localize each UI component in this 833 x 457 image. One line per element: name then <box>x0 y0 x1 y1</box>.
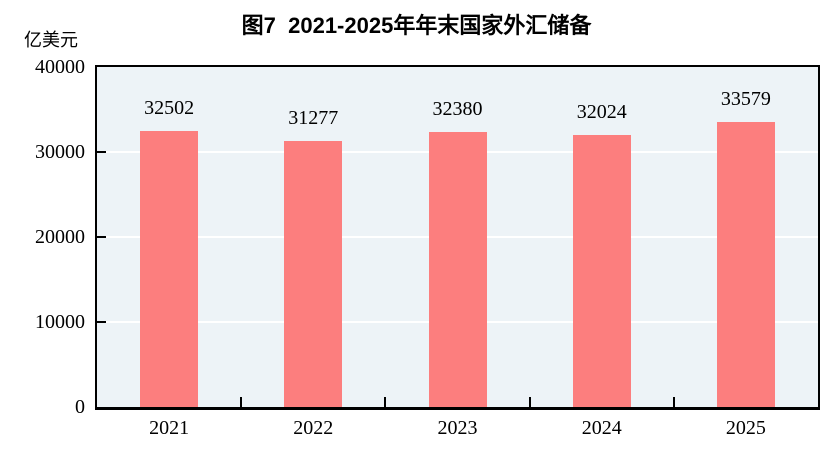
y-axis-tick-label-20000: 20000 <box>35 226 85 248</box>
y-axis-unit-label: 亿美元 <box>24 30 78 50</box>
y-axis-tick-label-30000: 30000 <box>35 141 85 163</box>
bar-value-label-2021: 32502 <box>144 96 195 119</box>
bar-2021 <box>140 130 199 407</box>
bar-2023 <box>428 131 487 407</box>
x-axis-tick-4 <box>672 397 675 407</box>
bar-2025 <box>716 121 775 407</box>
y-axis-tick-label-10000: 10000 <box>35 311 85 333</box>
y-axis-tick-30000 <box>97 151 106 153</box>
x-axis-label-2022: 2022 <box>293 417 334 439</box>
x-axis-label-2021: 2021 <box>149 417 190 439</box>
x-axis-tick-3 <box>528 397 531 407</box>
x-axis-tick-2 <box>384 397 387 407</box>
y-axis-tick-10000 <box>97 321 106 323</box>
y-axis-tick-label-0: 0 <box>75 396 85 418</box>
chart-title: 图7 2021-2025年年末国家外汇储备 <box>241 13 592 38</box>
bar-2022 <box>284 141 343 407</box>
y-axis-tick-20000 <box>97 236 106 238</box>
x-axis-labels: 2021 2022 2023 2024 2025 <box>97 417 818 441</box>
bar-value-label-2022: 31277 <box>288 107 339 130</box>
x-axis-label-2025: 2025 <box>725 417 766 439</box>
plot-area: 32502 31277 32380 32024 33579 <box>95 65 820 410</box>
x-axis-label-2023: 2023 <box>437 417 478 439</box>
bar-value-label-2025: 33579 <box>720 87 771 110</box>
bar-value-label-2024: 32024 <box>576 100 627 123</box>
x-axis-label-2024: 2024 <box>581 417 622 439</box>
x-axis-tick-1 <box>240 397 243 407</box>
bar-value-label-2023: 32380 <box>432 97 483 120</box>
y-axis-tick-label-40000: 40000 <box>35 56 85 78</box>
bar-2024 <box>572 134 631 407</box>
